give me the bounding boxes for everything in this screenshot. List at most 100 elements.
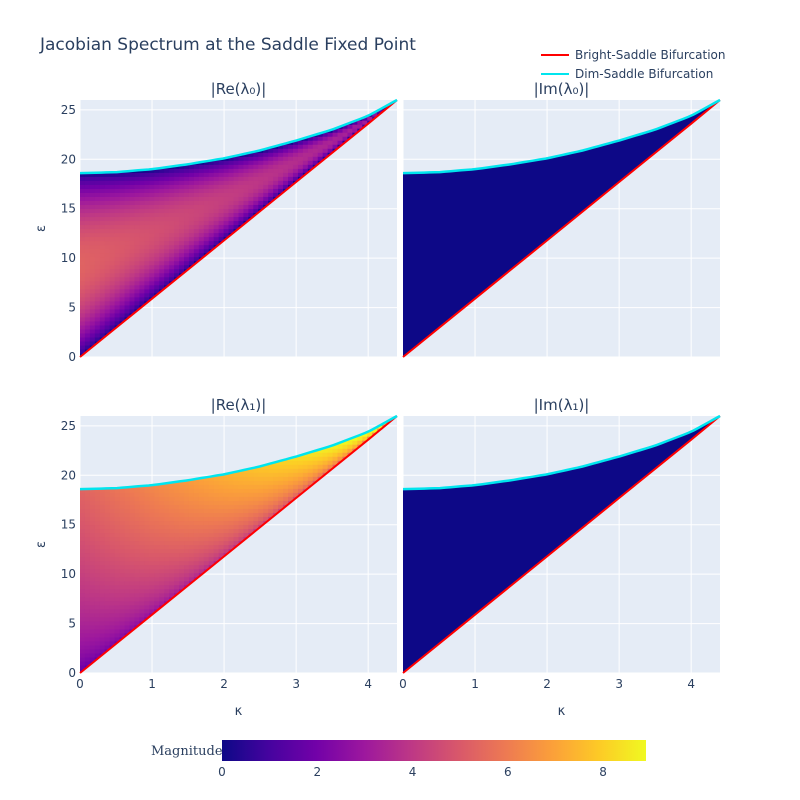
heatmap-cell xyxy=(94,520,101,526)
heatmap-cell xyxy=(80,256,86,262)
heatmap-cell xyxy=(139,228,145,234)
heatmap-cell xyxy=(134,248,141,254)
heatmap-cell xyxy=(174,188,180,193)
heatmap-cell xyxy=(144,284,150,290)
heatmap-cell xyxy=(84,196,91,201)
heatmap-cell xyxy=(109,640,116,646)
legend[interactable]: Bright-Saddle Bifurcation Dim-Saddle Bif… xyxy=(541,48,726,81)
heatmap-cell xyxy=(302,164,309,169)
heatmap-cell xyxy=(104,220,111,226)
heatmap-cell xyxy=(154,284,160,290)
heatmap-cell xyxy=(114,244,121,250)
heatmap-cell xyxy=(124,516,131,522)
heatmap-cell xyxy=(312,160,319,165)
heatmap-cell xyxy=(184,264,190,270)
heatmap-cell xyxy=(134,524,141,530)
heatmap-cell xyxy=(80,592,86,598)
heatmap-cell xyxy=(114,304,121,310)
heatmap-cell xyxy=(248,160,254,165)
heatmap-cell xyxy=(193,256,200,262)
heatmap-cell xyxy=(218,200,225,206)
heatmap-cell xyxy=(278,168,284,173)
heatmap-cell xyxy=(292,144,299,149)
heatmap-cell xyxy=(94,308,101,314)
heatmap-cell xyxy=(84,188,91,193)
heatmap-cell xyxy=(149,252,155,258)
heatmap-cell xyxy=(139,576,145,582)
heatmap-cell xyxy=(80,648,86,654)
heatmap-cell xyxy=(94,616,101,622)
heatmap-cell xyxy=(104,328,111,334)
heatmap-cell xyxy=(169,252,175,258)
heatmap-cell xyxy=(307,136,314,141)
heatmap-cell xyxy=(89,524,96,530)
heatmap-cell xyxy=(114,520,121,526)
heatmap-cell xyxy=(119,588,126,594)
heatmap-cell xyxy=(99,488,106,493)
heatmap-cell xyxy=(174,220,180,226)
heatmap-cell xyxy=(124,268,131,274)
heatmap-cell xyxy=(114,248,121,254)
heatmap-cell xyxy=(292,152,299,157)
heatmap-cell xyxy=(109,216,116,222)
heatmap-cell xyxy=(89,204,96,210)
heatmap-cell xyxy=(80,524,86,530)
heatmap-cell xyxy=(80,316,86,322)
heatmap-cell xyxy=(164,212,170,218)
heatmap-cell xyxy=(193,248,200,254)
heatmap-cell xyxy=(198,228,205,234)
heatmap-cell xyxy=(109,316,116,322)
heatmap-cell xyxy=(253,176,259,181)
heatmap-cell xyxy=(134,576,141,582)
heatmap-cell xyxy=(89,284,96,290)
heatmap-cell xyxy=(238,180,245,185)
heatmap-cell xyxy=(94,272,101,278)
heatmap-cell xyxy=(124,176,131,181)
heatmap-cell xyxy=(198,176,205,181)
heatmap-cell xyxy=(149,268,155,274)
heatmap-cell xyxy=(164,184,170,189)
heatmap-cell xyxy=(89,656,96,662)
heatmap-cell xyxy=(129,564,136,570)
heatmap-cell xyxy=(198,200,205,206)
heatmap-cell xyxy=(80,600,86,606)
heatmap-cell xyxy=(278,164,284,169)
heatmap-cell xyxy=(164,172,170,177)
heatmap-cell xyxy=(80,332,86,338)
heatmap-cell xyxy=(84,528,91,534)
heatmap-cell xyxy=(104,196,111,201)
heatmap-cell xyxy=(124,284,131,290)
heatmap-cell xyxy=(233,156,240,161)
heatmap-cell xyxy=(104,548,111,554)
heatmap-cell xyxy=(159,264,165,270)
heatmap-cell xyxy=(124,248,131,254)
heatmap-cell xyxy=(114,540,121,546)
heatmap-cell xyxy=(99,300,106,306)
heatmap-cell xyxy=(124,272,131,278)
heatmap-cell xyxy=(134,224,141,230)
heatmap-cell xyxy=(89,620,96,626)
heatmap-cell xyxy=(154,212,160,218)
heatmap-cell xyxy=(124,212,131,218)
heatmap-cell xyxy=(94,504,101,509)
heatmap-cell xyxy=(80,528,86,534)
heatmap-cell xyxy=(179,204,185,210)
heatmap-cell xyxy=(223,180,230,185)
heatmap-cell xyxy=(80,280,86,286)
heatmap-cell xyxy=(139,204,145,210)
heatmap-cell xyxy=(114,536,121,542)
heatmap-cell xyxy=(89,300,96,306)
heatmap-cell xyxy=(114,532,121,538)
heatmap-cell xyxy=(208,176,215,181)
heatmap-cell xyxy=(99,260,106,266)
heatmap-cell xyxy=(89,528,96,534)
heatmap-cell xyxy=(164,268,170,274)
heatmap-cell xyxy=(317,152,324,157)
heatmap-cell xyxy=(114,256,121,262)
heatmap-cell xyxy=(273,156,279,161)
heatmap-cell xyxy=(213,228,220,234)
heatmap-cell xyxy=(109,296,116,302)
heatmap-cell xyxy=(174,200,180,206)
heatmap-cell xyxy=(159,168,165,173)
heatmap-cell xyxy=(283,144,289,149)
